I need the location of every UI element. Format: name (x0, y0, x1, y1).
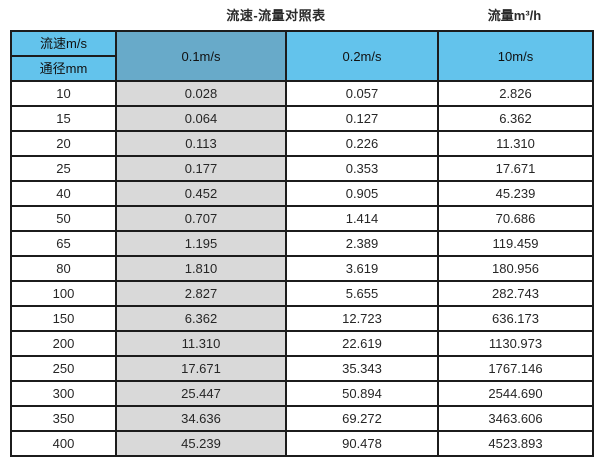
table-row: 400 45.239 90.478 4523.893 (10, 430, 594, 457)
value-cell: 0.226 (285, 130, 439, 157)
diameter-cell: 15 (10, 105, 117, 132)
value-cell: 1767.146 (437, 355, 594, 382)
column-header-0-2ms: 0.2m/s (285, 30, 439, 82)
diameter-cell: 10 (10, 80, 117, 107)
value-cell: 1.195 (115, 230, 287, 257)
header-row-velocity: 流速m/s 0.1m/s 0.2m/s 10m/s (10, 30, 594, 82)
value-cell: 0.057 (285, 80, 439, 107)
column-header-0-1ms: 0.1m/s (115, 30, 287, 82)
value-cell: 0.113 (115, 130, 287, 157)
table-row: 50 0.707 1.414 70.686 (10, 205, 594, 232)
diameter-cell: 350 (10, 405, 117, 432)
table-row: 200 11.310 22.619 1130.973 (10, 330, 594, 357)
diameter-cell: 50 (10, 205, 117, 232)
value-cell: 1.810 (115, 255, 287, 282)
diameter-cell: 25 (10, 155, 117, 182)
value-cell: 69.272 (285, 405, 439, 432)
value-cell: 3463.606 (437, 405, 594, 432)
table-row: 65 1.195 2.389 119.459 (10, 230, 594, 257)
diameter-cell: 20 (10, 130, 117, 157)
value-cell: 70.686 (437, 205, 594, 232)
value-cell: 3.619 (285, 255, 439, 282)
value-cell: 6.362 (115, 305, 287, 332)
table-header: 流速m/s 0.1m/s 0.2m/s 10m/s 通径mm (10, 30, 594, 82)
value-cell: 1.414 (285, 205, 439, 232)
value-cell: 0.177 (115, 155, 287, 182)
table-row: 350 34.636 69.272 3463.606 (10, 405, 594, 432)
value-cell: 22.619 (285, 330, 439, 357)
value-cell: 12.723 (285, 305, 439, 332)
table-row: 80 1.810 3.619 180.956 (10, 255, 594, 282)
table-row: 40 0.452 0.905 45.239 (10, 180, 594, 207)
corner-velocity-label: 流速m/s (10, 30, 117, 57)
value-cell: 636.173 (437, 305, 594, 332)
table-body: 10 0.028 0.057 2.826 15 0.064 0.127 6.362 20 0.11… (10, 80, 594, 457)
value-cell: 6.362 (437, 105, 594, 132)
table-row: 25 0.177 0.353 17.671 (10, 155, 594, 182)
value-cell: 180.956 (437, 255, 594, 282)
title-bar: 流速-流量对照表 流量m³/h (0, 0, 600, 30)
value-cell: 0.064 (115, 105, 287, 132)
value-cell: 2.826 (437, 80, 594, 107)
table-row: 15 0.064 0.127 6.362 (10, 105, 594, 132)
value-cell: 2544.690 (437, 380, 594, 407)
value-cell: 0.028 (115, 80, 287, 107)
flow-rate-table: 流速m/s 0.1m/s 0.2m/s 10m/s 通径mm 10 0.028 0.… (10, 30, 594, 457)
diameter-cell: 65 (10, 230, 117, 257)
value-cell: 119.459 (437, 230, 594, 257)
table-title: 流速-流量对照表 (226, 8, 326, 23)
value-cell: 0.353 (285, 155, 439, 182)
value-cell: 5.655 (285, 280, 439, 307)
value-cell: 0.127 (285, 105, 439, 132)
table-row: 150 6.362 12.723 636.173 (10, 305, 594, 332)
value-cell: 1130.973 (437, 330, 594, 357)
value-cell: 0.452 (115, 180, 287, 207)
value-cell: 282.743 (437, 280, 594, 307)
diameter-cell: 300 (10, 380, 117, 407)
value-cell: 2.827 (115, 280, 287, 307)
table-row: 100 2.827 5.655 282.743 (10, 280, 594, 307)
diameter-cell: 250 (10, 355, 117, 382)
table-row: 20 0.113 0.226 11.310 (10, 130, 594, 157)
value-cell: 2.389 (285, 230, 439, 257)
diameter-cell: 150 (10, 305, 117, 332)
value-cell: 17.671 (115, 355, 287, 382)
corner-diameter-label: 通径mm (10, 55, 117, 82)
column-header-10ms: 10m/s (437, 30, 594, 82)
diameter-cell: 400 (10, 430, 117, 457)
value-cell: 34.636 (115, 405, 287, 432)
value-cell: 25.447 (115, 380, 287, 407)
diameter-cell: 200 (10, 330, 117, 357)
diameter-cell: 40 (10, 180, 117, 207)
table-row: 250 17.671 35.343 1767.146 (10, 355, 594, 382)
flow-unit-label: 流量m³/h (487, 8, 542, 23)
value-cell: 35.343 (285, 355, 439, 382)
table-row: 10 0.028 0.057 2.826 (10, 80, 594, 107)
header-row-diameter: 通径mm (10, 55, 593, 82)
value-cell: 4523.893 (437, 430, 594, 457)
diameter-cell: 100 (10, 280, 117, 307)
value-cell: 45.239 (437, 180, 594, 207)
table-row: 300 25.447 50.894 2544.690 (10, 380, 594, 407)
value-cell: 0.905 (285, 180, 439, 207)
value-cell: 45.239 (115, 430, 287, 457)
value-cell: 11.310 (437, 130, 594, 157)
diameter-cell: 80 (10, 255, 117, 282)
value-cell: 90.478 (285, 430, 439, 457)
value-cell: 0.707 (115, 205, 287, 232)
value-cell: 11.310 (115, 330, 287, 357)
value-cell: 50.894 (285, 380, 439, 407)
value-cell: 17.671 (437, 155, 594, 182)
